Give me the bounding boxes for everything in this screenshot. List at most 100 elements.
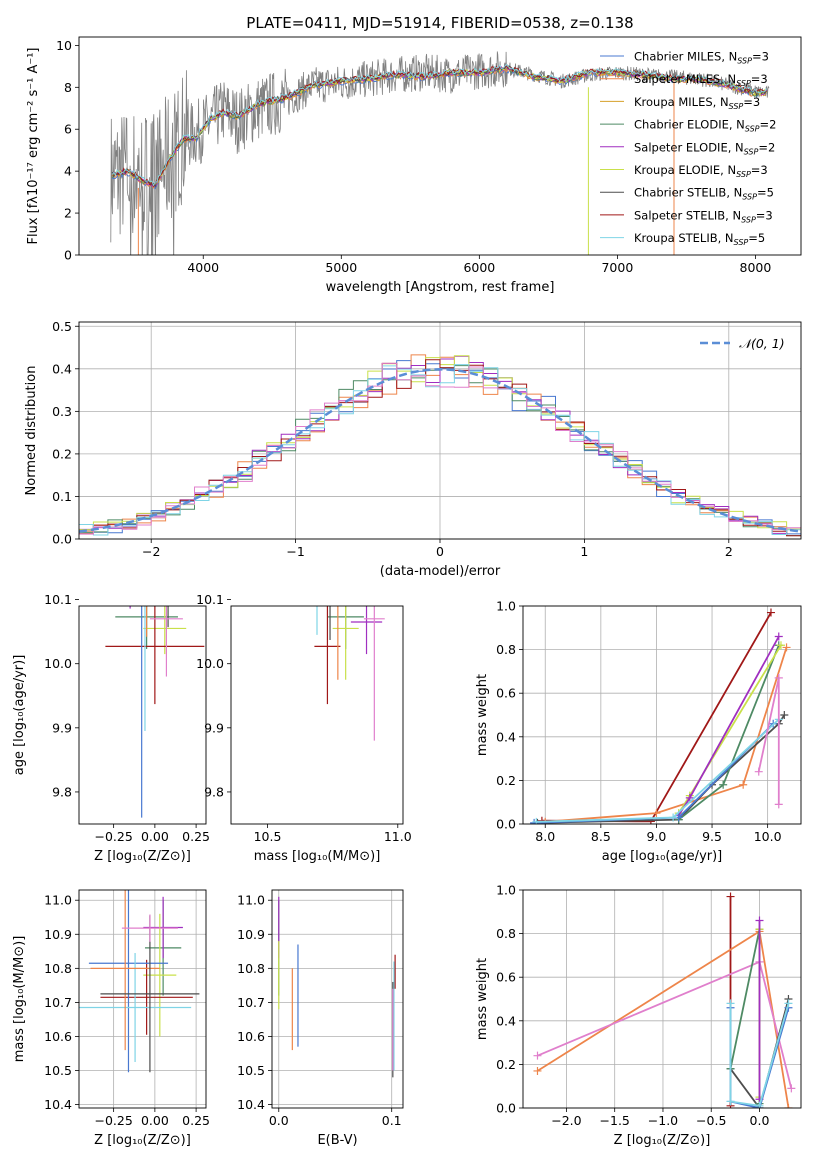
y-tick-label: 0.0: [496, 817, 516, 832]
legend-label: Kroupa STELIB, NSSP=5: [634, 231, 765, 247]
y-tick-label: 0.8: [496, 642, 516, 657]
x-tick-label: −1: [286, 544, 304, 559]
y-axis-label: Flux [fλ10⁻¹⁷ erg cm⁻² s⁻¹ A⁻¹]: [26, 48, 41, 245]
x-tick-label: 7000: [601, 260, 633, 275]
y-tick-label: 8: [64, 80, 72, 95]
weight-line: [758, 961, 793, 1089]
weight-marker: [533, 1051, 542, 1060]
age-vs-mass-frame: [230, 605, 404, 825]
y-tick-label: 9.8: [52, 784, 72, 799]
weight-marker: [774, 800, 783, 809]
y-axis-label: mass weight: [475, 674, 490, 756]
y-tick-label: 0.0: [496, 1101, 516, 1116]
x-tick-label: 0.0: [269, 1113, 289, 1128]
spectrum-axes: 4000 5000 6000 7000 8000 0 2 4 6 8 10 wavelength [A…: [26, 38, 771, 295]
y-tick-label: 10.6: [44, 1029, 72, 1044]
y-tick-label: 1.0: [496, 883, 516, 898]
weight-marker: [726, 999, 735, 1008]
y-tick-label: 0.2: [496, 1057, 516, 1072]
mass-vs-z-errorbars: [79, 890, 200, 1073]
weight-marker: [784, 1104, 793, 1108]
y-tick-label: 10.8: [44, 961, 72, 976]
legend-label: Kroupa ELODIE, NSSP=3: [634, 163, 768, 179]
y-tick-label: 10.1: [44, 592, 72, 607]
x-tick-label: 0.00: [141, 829, 169, 844]
weight-marker: [754, 767, 763, 776]
x-tick-label: −0.25: [94, 829, 132, 844]
y-tick-label: 10.7: [44, 995, 72, 1010]
y-tick-label: 0.8: [496, 926, 516, 941]
weight-marker: [766, 608, 775, 617]
x-tick-label: 0.25: [182, 829, 210, 844]
y-tick-label: 2: [64, 206, 72, 221]
histogram-step-line: [79, 359, 801, 537]
weight-marker: [782, 643, 791, 652]
figure-title: PLATE=0411, MJD=51914, FIBERID=0538, z=0…: [246, 14, 633, 32]
x-axis-label: Z [log₁₀(Z/Z⊙)]: [94, 849, 191, 864]
legend-label: Chabrier ELODIE, NSSP=2: [634, 118, 776, 134]
x-tick-label: −2.0: [551, 1113, 581, 1128]
y-tick-label: 0.6: [496, 686, 516, 701]
y-axis-label: mass [log₁₀(M/M⊙)]: [12, 936, 27, 1063]
residual-histograms: [79, 354, 801, 537]
spectrum-frame: [78, 36, 802, 256]
y-axis-label: age [log₁₀(age/yr)]: [12, 655, 27, 776]
y-axis-label: Normed distribution: [24, 366, 39, 496]
age-vs-z-axes: −0.25 0.00 0.25 9.8 9.9 10.0 10.1 Z [log₁₀(Z/Z⊙…: [12, 592, 210, 864]
x-tick-label: −1.0: [648, 1113, 678, 1128]
age-vs-mass-errorbars: [314, 606, 385, 741]
x-tick-label: −0.5: [696, 1113, 726, 1128]
weight-marker: [739, 780, 748, 789]
weight-marker: [755, 916, 764, 925]
spectrum-legend: Chabrier MILES, NSSP=3 Salpeter MILES, NS…: [600, 50, 776, 247]
gaussian-legend-label: 𝒩(0, 1): [739, 336, 785, 351]
x-tick-label: 0.00: [141, 1113, 169, 1128]
weight-vs-age-lines: [530, 608, 791, 824]
legend-label: Salpeter MILES, NSSP=3: [634, 72, 768, 88]
y-tick-label: 0.3: [52, 404, 72, 419]
legend-label: Chabrier STELIB, NSSP=5: [634, 186, 774, 202]
x-axis-label: age [log₁₀(age/yr)]: [602, 849, 723, 864]
y-tick-label: 10.5: [44, 1063, 72, 1078]
weight-marker: [774, 632, 783, 641]
weight-marker: [784, 999, 793, 1008]
x-tick-label: 0.1: [382, 1113, 402, 1128]
x-axis-label: mass [log₁₀(M/M⊙)]: [254, 849, 381, 864]
y-tick-label: 0.4: [496, 1013, 516, 1028]
y-tick-label: 10.7: [237, 995, 265, 1010]
weight-marker: [774, 673, 783, 682]
x-tick-label: −1.5: [600, 1113, 630, 1128]
y-tick-label: 11.0: [237, 893, 265, 908]
gaussian-reference-curve: [79, 368, 801, 533]
weight-line: [545, 647, 788, 823]
y-tick-label: 10.8: [237, 961, 265, 976]
y-tick-label: 9.9: [52, 720, 72, 735]
histogram-step-line: [79, 364, 801, 536]
weight-marker: [787, 1084, 796, 1093]
y-tick-label: 0.0: [52, 532, 72, 547]
x-tick-label: 10.5: [254, 829, 282, 844]
residuals-frame: [78, 321, 802, 540]
weight-marker: [685, 793, 694, 802]
y-tick-label: 9.9: [204, 720, 224, 735]
y-tick-label: 10.0: [44, 656, 72, 671]
x-tick-label: 9.5: [702, 829, 722, 844]
x-tick-label: 4000: [187, 260, 219, 275]
y-tick-label: 0.6: [496, 970, 516, 985]
weight-vs-z-axes: −2.0 −1.5 −1.0 −0.5 0.0 0.0 0.2 0.4 0.6 0.8 1.0 Z […: [475, 883, 801, 1148]
x-tick-label: 0.0: [750, 1113, 770, 1128]
x-tick-label: 6000: [463, 260, 495, 275]
y-tick-label: 1.0: [496, 599, 516, 614]
weight-vs-z-lines: [533, 892, 796, 1108]
legend-label: Chabrier MILES, NSSP=3: [634, 50, 769, 66]
model-fit-line: [111, 64, 767, 187]
x-tick-label: 1: [580, 544, 588, 559]
x-tick-label: 10.0: [754, 829, 782, 844]
y-tick-label: 10.5: [237, 1063, 265, 1078]
age-vs-mass-axes: 10.5 11.0 9.8 9.9 10.0 10.1 mass [log₁₀(M/M⊙)]: [196, 592, 412, 864]
histogram-step-line: [79, 355, 801, 534]
x-tick-label: 8000: [740, 260, 772, 275]
mass-vs-ebv-errorbars: [278, 896, 396, 1078]
